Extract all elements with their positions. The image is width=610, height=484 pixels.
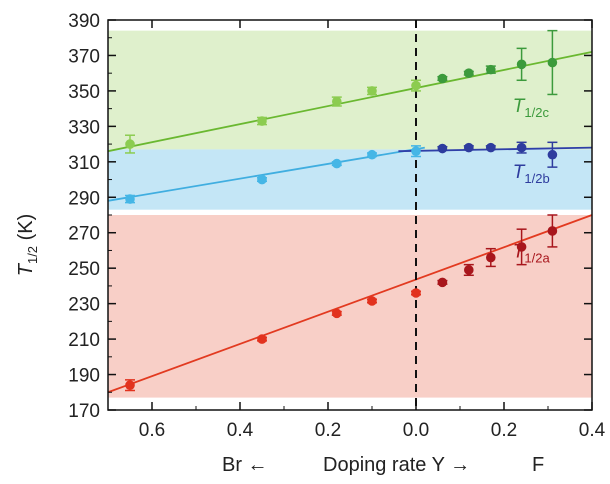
data-point [486,142,496,153]
data-point [367,86,377,96]
data-point [332,158,342,169]
data-point [257,174,267,185]
data-point [411,146,421,156]
x-axis-label-center: Doping rate Y → [323,454,470,476]
data-point [437,143,448,154]
y-tick-label: 210 [68,330,100,351]
data-point [516,242,527,252]
data-point [411,288,421,298]
background-bands [108,30,592,398]
data-point [486,252,496,263]
x-axis-ticks: 0.6 0.4 0.2 0.0 0.2 0.4 [107,20,606,441]
data-point [547,149,558,160]
x-axis-label-left: Br ← [222,454,268,476]
data-point [464,265,474,275]
y-axis-label: T1/2 (K) [15,214,40,277]
series-label-1/2c: T1/2c [513,96,550,120]
data-point [516,59,527,70]
y-tick-label: 330 [68,117,100,138]
data-point [332,308,342,319]
series-label-subscript: 1/2b [524,171,549,186]
y-tick-label: 190 [68,366,100,387]
data-point [125,139,135,149]
data-point [516,142,527,153]
series-label-1/2a: T1/2a [513,242,551,266]
data-point [437,73,448,84]
x-axis-label-right: F [532,454,544,476]
y-tick-label: 370 [68,46,100,67]
y-tick-label: 390 [68,11,100,32]
data-point [464,68,474,78]
data-point [257,334,267,344]
y-tick-label: 170 [68,401,100,422]
y-axis-ticks: 170 190 210 230 250 270 290 310 330 350 370 390 [68,11,592,422]
y-axis-label-subscript: 1/2 [25,246,40,264]
x-tick-label: 0.2 [491,420,517,441]
x-tick-label: 0.6 [139,420,165,441]
data-point [125,194,135,204]
y-tick-label: 310 [68,153,100,174]
x-tick-label: 0.2 [315,420,341,441]
data-point [486,64,496,75]
series-label-subscript: 1/2c [524,105,549,120]
band-green [108,30,592,150]
data-point [411,80,421,91]
x-tick-label: 0.4 [579,420,606,441]
fit-line-1/2a [107,214,593,394]
data-point [367,149,377,160]
y-tick-label: 270 [68,224,100,245]
data-point [332,96,342,107]
data-point [464,142,474,153]
series-label-symbol: T [513,242,526,263]
y-tick-label: 230 [68,295,100,316]
data-point [367,296,377,306]
series-label-1/2b: T1/2b [513,162,550,186]
y-tick-label: 250 [68,259,100,280]
series-label-symbol: T [513,96,526,117]
data-point [257,116,267,126]
series-label-subscript: 1/2a [524,251,550,266]
y-tick-label: 290 [68,188,100,209]
series-label-symbol: T [513,162,526,183]
data-point [437,277,448,288]
x-tick-label: 0.0 [403,420,429,441]
data-points [125,57,558,390]
fit-line-1/2c [107,51,593,153]
x-tick-label: 0.4 [227,420,254,441]
y-axis-label-unit: (K) [15,214,37,246]
data-point [547,57,558,68]
y-tick-label: 350 [68,82,100,103]
data-point [125,380,135,390]
y-axis-label-symbol: T [15,262,37,276]
data-point [547,226,558,236]
